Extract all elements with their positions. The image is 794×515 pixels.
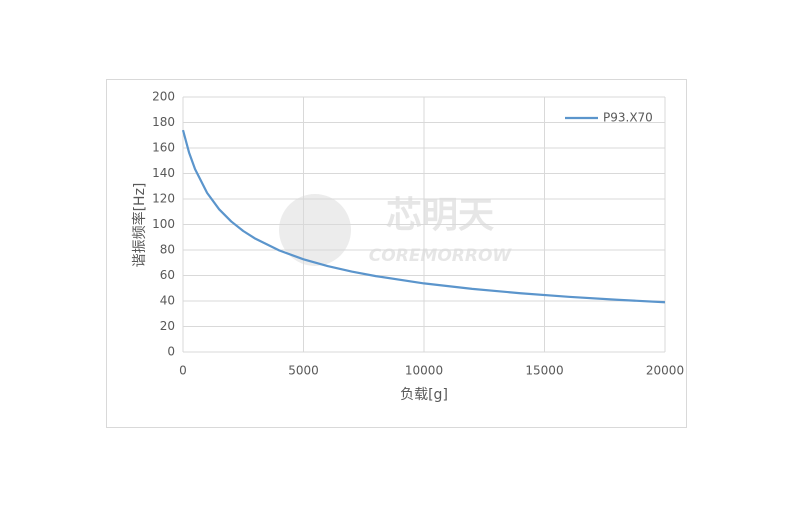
y-tick-label: 120 bbox=[152, 192, 175, 206]
y-tick-label: 200 bbox=[152, 90, 175, 104]
watermark-en: COREMORROW bbox=[369, 246, 513, 266]
y-axis-label: 谐振频率[Hz] bbox=[131, 183, 148, 268]
watermark-logo bbox=[279, 194, 351, 266]
chart-frame bbox=[106, 79, 687, 428]
y-tick-label: 0 bbox=[167, 345, 175, 359]
legend-label: P93.X70 bbox=[603, 111, 653, 125]
y-tick-label: 20 bbox=[160, 319, 175, 333]
y-tick-label: 60 bbox=[160, 268, 175, 282]
y-tick-label: 80 bbox=[160, 243, 175, 257]
y-tick-label: 40 bbox=[160, 294, 175, 308]
x-tick-label: 0 bbox=[179, 364, 187, 378]
x-axis-label: 负载[g] bbox=[400, 387, 448, 403]
x-tick-label: 20000 bbox=[646, 364, 684, 378]
x-tick-label: 10000 bbox=[405, 364, 443, 378]
data-line bbox=[181, 129, 666, 304]
x-tick-label: 5000 bbox=[288, 364, 319, 378]
watermark-cn: 芯明天 bbox=[386, 195, 494, 236]
x-tick-label: 15000 bbox=[525, 364, 563, 378]
y-tick-label: 140 bbox=[152, 166, 175, 180]
y-tick-label: 180 bbox=[152, 115, 175, 129]
y-tick-label: 160 bbox=[152, 141, 175, 155]
y-tick-label: 100 bbox=[152, 217, 175, 231]
